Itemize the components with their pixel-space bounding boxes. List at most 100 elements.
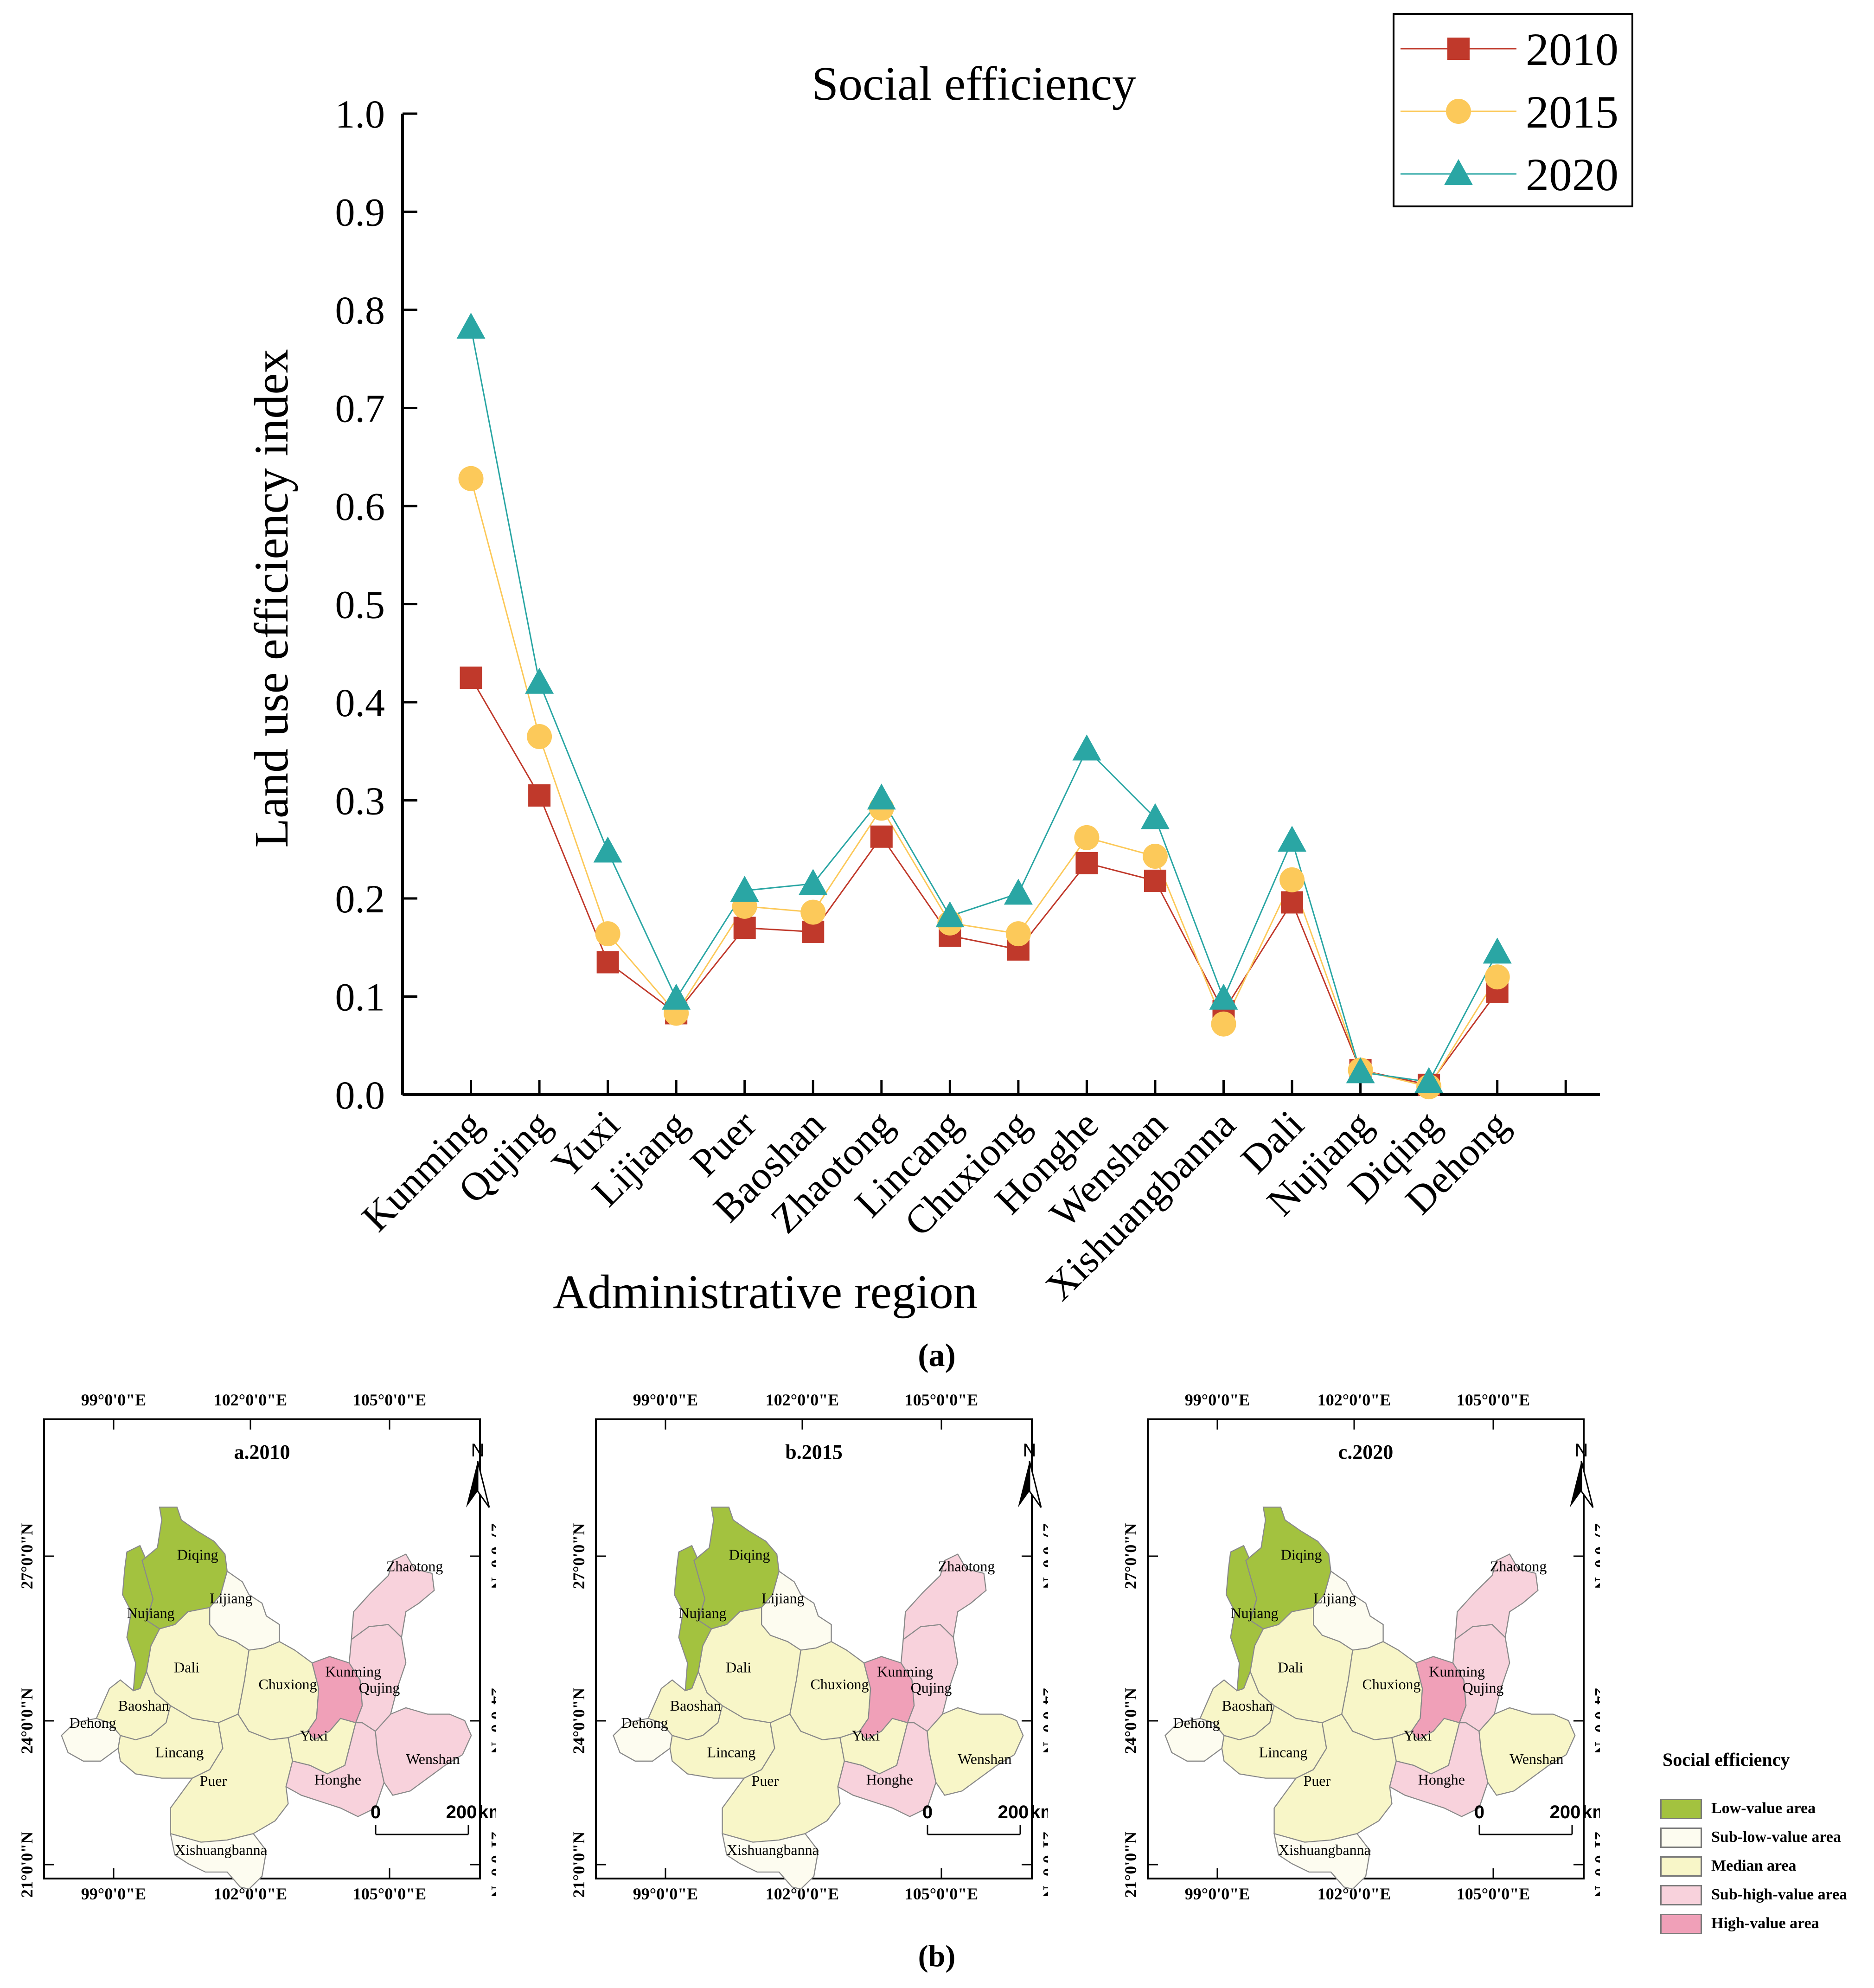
lon-label-bottom: 105°0'0"E: [905, 1885, 978, 1903]
region-label-chuxiong: Chuxiong: [810, 1677, 869, 1693]
map-svg-c.2020: 99°0'0"E99°0'0"E102°0'0"E102°0'0"E105°0'…: [1121, 1391, 1600, 1903]
region-lijiang: [761, 1570, 832, 1651]
region-label-chuxiong: Chuxiong: [1362, 1677, 1420, 1693]
lon-label-bottom: 99°0'0"E: [633, 1885, 698, 1903]
north-arrow-left: [466, 1461, 478, 1507]
map-svg-b.2015: 99°0'0"E99°0'0"E102°0'0"E102°0'0"E105°0'…: [569, 1391, 1048, 1903]
region-zhaotong: [351, 1553, 435, 1641]
lat-label-left: 24°0'0"N: [1121, 1688, 1140, 1754]
scale-bar: 0 200km: [922, 1802, 1048, 1835]
map-legend-title: Social efficiency: [1663, 1749, 1790, 1770]
region-wenshan: [927, 1707, 1024, 1796]
region-label-qujing: Qujing: [1463, 1680, 1504, 1696]
point-2010-Wenshan: [1144, 869, 1166, 892]
map-title: a.2010: [234, 1441, 290, 1463]
north-label: N: [1575, 1440, 1588, 1461]
scale-unit: km: [1030, 1802, 1048, 1822]
region-label-xishuangbanna: Xishuangbanna: [175, 1842, 267, 1859]
chart-legend: 2010 2015 2020: [1393, 13, 1633, 207]
region-label-diqing: Diqing: [177, 1547, 218, 1563]
region-label-lincang: Lincang: [707, 1744, 756, 1761]
region-label-dali: Dali: [1278, 1660, 1303, 1676]
region-label-baoshan: Baoshan: [1222, 1698, 1273, 1714]
lon-label-top: 105°0'0"E: [1457, 1391, 1530, 1409]
scale-zero: 0: [1474, 1802, 1484, 1822]
chart-series: [456, 313, 1512, 1100]
x-axis-label: Administrative region: [553, 1265, 978, 1319]
lat-label-right: 24°0'0"N: [1040, 1688, 1048, 1754]
point-2020-Lijiang: [662, 983, 691, 1010]
region-label-nujiang: Nujiang: [1231, 1605, 1279, 1622]
chart-caption: (a): [918, 1338, 956, 1373]
point-2010-Dali: [1281, 891, 1304, 914]
lat-label-left: 27°0'0"N: [569, 1523, 588, 1589]
legend-swatch-low: [1660, 1799, 1702, 1819]
point-2020-Dali: [1278, 826, 1307, 852]
point-2020-Nujiang: [1346, 1057, 1375, 1084]
chart-axes: 0.00.10.20.30.40.50.60.70.80.91.0Kunming…: [335, 92, 1600, 1309]
region-label-dali: Dali: [174, 1660, 199, 1676]
scale-zero: 0: [922, 1802, 933, 1822]
legend-label-2015: 2015: [1526, 86, 1618, 138]
lon-label-bottom: 99°0'0"E: [81, 1885, 146, 1903]
region-label-kunming: Kunming: [1429, 1664, 1485, 1680]
point-2010-Kunming: [460, 667, 482, 689]
legend-row-median: Median area: [1660, 1853, 1874, 1880]
north-arrow-right: [1029, 1461, 1042, 1508]
maps-caption: (b): [918, 1939, 956, 1973]
region-xishuangbanna: [722, 1833, 819, 1890]
region-label-lijiang: Lijiang: [1313, 1590, 1356, 1607]
scale-unit: km: [1582, 1802, 1600, 1822]
legend-swatch-sub-low: [1660, 1828, 1702, 1848]
region-label-puer: Puer: [752, 1773, 779, 1789]
region-zhaotong: [1454, 1553, 1539, 1641]
point-2020-Honghe: [1072, 734, 1101, 761]
lat-label-right: 27°0'0"N: [488, 1523, 496, 1589]
legend-label-2020: 2020: [1526, 149, 1618, 200]
legend-row-sub-high: Sub-high-value area: [1660, 1881, 1874, 1909]
point-2020-Baoshan: [799, 869, 828, 895]
north-arrow-icon: [1018, 1461, 1042, 1508]
scale-end: 200: [998, 1802, 1029, 1822]
region-label-wenshan: Wenshan: [1509, 1751, 1564, 1768]
region-label-honghe: Honghe: [866, 1772, 913, 1788]
y-tick-label: 0.2: [335, 877, 385, 921]
north-arrow-left: [1570, 1461, 1581, 1507]
y-axis-label: Land use efficiency index: [245, 349, 298, 847]
lon-label-top: 102°0'0"E: [214, 1391, 287, 1409]
region-lijiang: [209, 1570, 280, 1651]
point-2015-Kunming: [458, 466, 484, 491]
lon-label-top: 99°0'0"E: [1185, 1391, 1250, 1409]
y-tick-label: 1.0: [335, 92, 385, 136]
legend-row-sub-low: Sub-low-value area: [1660, 1824, 1874, 1852]
region-label-chuxiong: Chuxiong: [258, 1677, 317, 1693]
lon-label-top: 105°0'0"E: [353, 1391, 426, 1409]
region-label-xishuangbanna: Xishuangbanna: [727, 1842, 819, 1859]
region-label-lijiang: Lijiang: [761, 1590, 804, 1607]
point-2015-Yuxi: [595, 921, 620, 947]
legend-marker-2020: [1444, 159, 1473, 185]
region-label-nujiang: Nujiang: [127, 1605, 175, 1622]
lat-label-left: 24°0'0"N: [18, 1688, 36, 1754]
lat-label-right: 21°0'0"N: [1040, 1832, 1048, 1898]
scale-bar: 0 200km: [371, 1802, 496, 1835]
line-chart: Social efficiency Land use efficiency in…: [245, 13, 1633, 1373]
region-label-puer: Puer: [200, 1773, 227, 1789]
point-2020-Qujing: [525, 667, 554, 694]
region-label-xishuangbanna: Xishuangbanna: [1279, 1842, 1371, 1859]
map-panel-2020: 99°0'0"E 99°0'0"E 102°0'0"E 102°0'0"E 105°0'…: [1113, 1387, 1600, 1906]
legend-marker-2015: [1446, 99, 1471, 124]
scale-unit: km: [478, 1802, 496, 1822]
region-xishuangbanna: [170, 1833, 267, 1890]
legend-label-low: Low-value area: [1711, 1800, 1816, 1817]
lat-label-left: 27°0'0"N: [1121, 1523, 1140, 1589]
lon-label-bottom: 105°0'0"E: [1457, 1885, 1530, 1903]
point-2015-Xishuangbanna: [1211, 1011, 1236, 1037]
point-2015-Wenshan: [1142, 844, 1168, 869]
lat-label-right: 27°0'0"N: [1592, 1523, 1600, 1589]
map-svg-a.2010: 99°0'0"E99°0'0"E102°0'0"E102°0'0"E105°0'…: [18, 1391, 496, 1903]
region-label-lincang: Lincang: [155, 1744, 204, 1761]
region-label-honghe: Honghe: [314, 1772, 361, 1788]
point-2015-Chuxiong: [1005, 921, 1031, 947]
